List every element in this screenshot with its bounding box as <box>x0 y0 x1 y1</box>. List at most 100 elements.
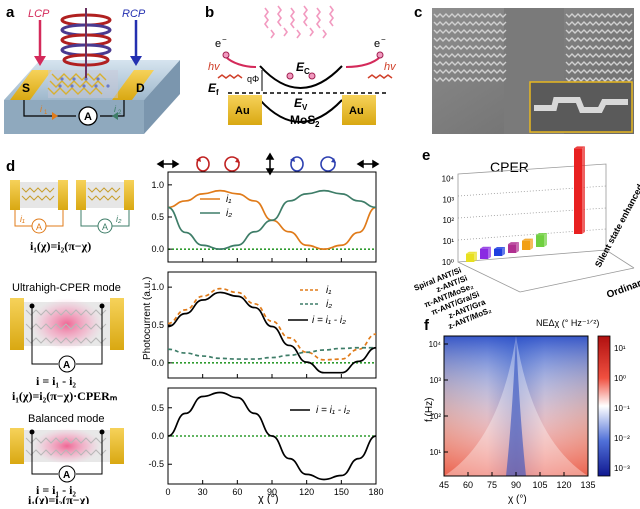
horizontal-arrow-icon-end <box>356 159 380 169</box>
f-ytick-label: 10³ <box>429 376 441 385</box>
sem-antenna-row <box>565 21 633 26</box>
colorbar <box>597 335 611 477</box>
ev-sub: V <box>302 103 308 112</box>
f-ytick-label: 10⁴ <box>429 340 442 349</box>
ytick-label: -0.5 <box>148 459 164 469</box>
substrate-side-right <box>144 60 180 134</box>
ytick-label: 0.0 <box>151 431 164 441</box>
legend-mid-i2: i₂ <box>326 299 332 310</box>
bar-top-1 <box>480 246 491 249</box>
sem-antenna-row <box>433 21 507 26</box>
i2-sub-a: 2 <box>118 110 122 116</box>
ytick-label: 1.0 <box>151 180 164 190</box>
panel-label-a: a <box>6 4 15 21</box>
sem-antenna-row <box>433 53 507 58</box>
f-xtick-label: 90 <box>511 480 521 490</box>
ccw-circle-blue-icon <box>290 156 304 172</box>
ec-sub: C <box>304 67 310 76</box>
electron-sup-left: − <box>222 35 227 44</box>
ev-label: E <box>294 96 303 110</box>
chart-d-bot: 0.50.0-0.5 0 30 60 90 120 150 180 i = i₁ - i₂ … <box>148 387 384 505</box>
drain-label: D <box>136 81 145 95</box>
bar-side-0 <box>474 251 477 262</box>
i1-label-d1: i₁ <box>20 214 25 224</box>
legend-mid-i1: i₁ <box>326 285 331 296</box>
panel-d-schematics: d A i₁ A i₂ i₁(χ)=i₂(π−χ) Ultrahigh-CPER… <box>6 158 134 507</box>
antenna-array <box>47 70 118 98</box>
bar-0 <box>466 253 474 262</box>
bar-top-6 <box>574 146 585 149</box>
chart-e-yticks: 10⁰ 10¹ 10² 10³ 10⁴ <box>442 174 455 267</box>
au-label-left: Au <box>235 105 250 117</box>
f-xtick-label: 120 <box>556 480 571 490</box>
bar-top-5 <box>536 233 547 236</box>
i2-arrow <box>112 112 118 120</box>
device-i2 <box>76 180 134 234</box>
series-line-0 <box>167 391 377 481</box>
i2-label-a: i <box>114 104 117 114</box>
au-block-left <box>228 95 262 125</box>
sem-antenna-row <box>433 77 507 82</box>
bar-2 <box>494 248 502 256</box>
hv-label-left: hv <box>208 61 221 73</box>
panel-label-c: c <box>414 4 422 21</box>
ammeter-d3: A <box>63 360 70 371</box>
chart-f-yticks: 10⁴ 10³ 10² 10¹ <box>429 340 448 457</box>
electron-left <box>222 51 230 59</box>
substrate-side <box>4 100 144 134</box>
panel-label-f: f <box>424 317 430 334</box>
bar-1 <box>480 248 488 259</box>
f-xtick-label: 135 <box>580 480 595 490</box>
photon-wave-left <box>217 74 243 79</box>
series-line-2 <box>167 291 377 374</box>
sem-antenna-rows <box>433 13 633 82</box>
ef-label: E <box>208 81 217 95</box>
ytick-label: 0.0 <box>151 358 164 368</box>
f-xtick-label: 75 <box>487 480 497 490</box>
e-ytick-label: 10⁴ <box>442 174 455 183</box>
sem-antenna-row <box>433 29 507 34</box>
photon-wave-right <box>367 74 393 79</box>
electron-sup-right: − <box>381 35 386 44</box>
ytick-label: 1.0 <box>151 282 164 292</box>
legend-mid: i₁ i₂ i = i₁ - i₂ <box>288 285 346 326</box>
f-xtick-label: 60 <box>463 480 473 490</box>
sem-antenna-row <box>565 61 633 66</box>
ef-sub: f <box>216 88 219 97</box>
bar-5 <box>536 235 544 247</box>
bar-top-3 <box>508 242 519 245</box>
sem-antenna-row <box>433 37 507 42</box>
mos2-label: MoS <box>290 113 315 127</box>
xlabel-chi: χ (°) <box>258 493 279 504</box>
electron-path-right <box>345 56 381 68</box>
e-ytick-label: 10³ <box>442 195 454 204</box>
source-electrode <box>10 70 52 100</box>
ytick-label: 0.5 <box>151 320 164 330</box>
e-ytick-label: 10⁰ <box>442 258 454 267</box>
legend-bot: i = i₁ - i₂ <box>290 405 350 416</box>
vertical-arrow-icon <box>265 152 275 176</box>
chart-f-ylabel: f (Hz) <box>424 398 435 422</box>
bar-side-4 <box>530 238 533 250</box>
legend-top-i2: i₂ <box>226 208 232 219</box>
sem-antenna-row <box>565 45 633 50</box>
sem-inset-profile <box>534 97 628 113</box>
lcp-arrow <box>34 20 46 66</box>
electron-label-left: e <box>215 38 221 50</box>
sem-antenna-row <box>565 37 633 42</box>
au-label-right: Au <box>349 105 364 117</box>
lcp-label: LCP <box>28 8 50 20</box>
panel-label-e: e <box>422 147 430 164</box>
electron-path-left <box>225 56 257 68</box>
sem-antenna-row <box>565 53 633 58</box>
xtick-label: 150 <box>334 487 349 497</box>
series-line-1 <box>167 189 377 250</box>
conduction-band <box>259 65 343 89</box>
i1-label-a: i <box>40 104 43 114</box>
circuit-wire <box>23 100 125 117</box>
colorbar-tick-label: 10⁰ <box>614 374 626 383</box>
equation-2a: i = i₁ - i₂ <box>36 374 76 388</box>
sem-antenna-row <box>433 13 507 18</box>
chart-d-mid: 1.0 0.5 0.0 i₁ i₂ i = i₁ - i₂ Photocurrent… <box>142 271 377 379</box>
ammeter-d1: A <box>36 222 42 232</box>
